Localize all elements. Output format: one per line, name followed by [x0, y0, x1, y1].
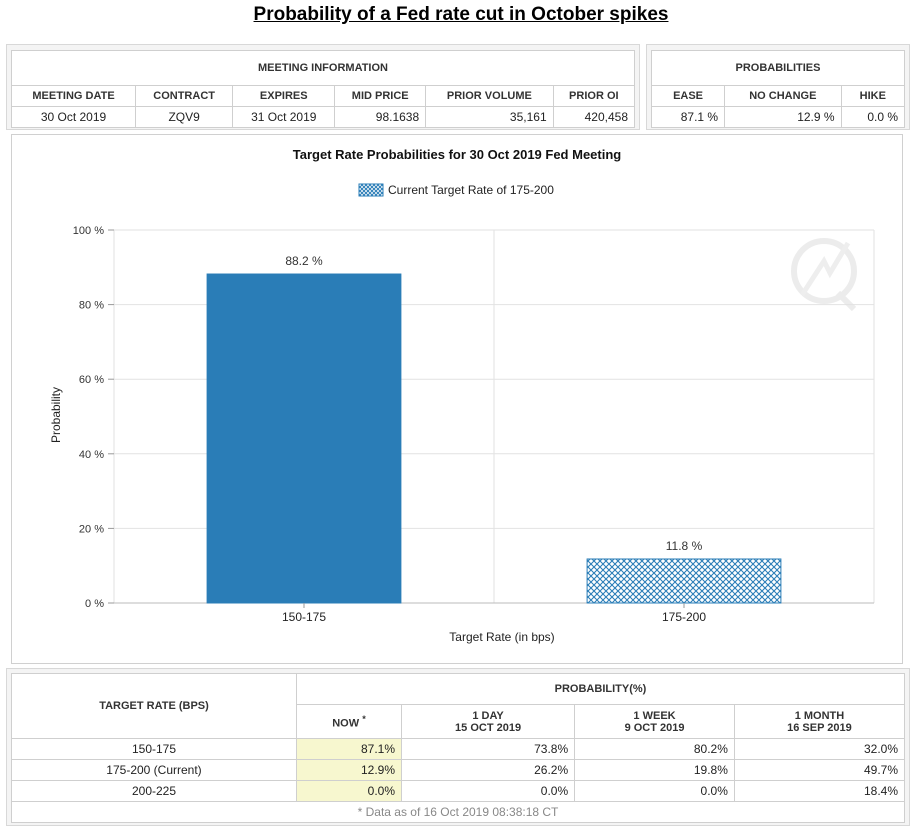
y-tick-label: 0 %: [85, 598, 104, 610]
one-week-value-cell: 0.0%: [574, 780, 735, 802]
meeting-info-title: MEETING INFORMATION: [11, 50, 635, 86]
ease-value: 87.1 %: [650, 106, 726, 128]
column-1-week-label: 1 WEEK: [633, 709, 676, 722]
bar-150-175[interactable]: [206, 273, 402, 604]
column-1-month-label: 1 MONTH: [794, 709, 845, 722]
rate-cell: 200-225: [11, 780, 297, 802]
x-axis-label: Target Rate (in bps): [449, 630, 554, 644]
header-no-change: NO CHANGE: [724, 85, 842, 107]
contract-value: ZQV9: [135, 106, 234, 128]
y-tick-label: 100 %: [73, 225, 104, 237]
probabilities-table: PROBABILITIES EASE NO CHANGE HIKE 87.1 %…: [650, 50, 906, 128]
rate-cell: 175-200 (Current): [11, 759, 297, 781]
column-1-day-label: 1 DAY: [472, 709, 504, 722]
chart-title: Target Rate Probabilities for 30 Oct 201…: [293, 147, 622, 162]
prior-oi-value: 420,458: [552, 106, 636, 128]
cme-logo-watermark-icon: [791, 238, 857, 312]
y-axis-label: Probability: [49, 387, 63, 443]
table-row: 200-225 0.0% 0.0% 0.0% 18.4%: [11, 780, 906, 802]
mid-price-value: 98.1638: [334, 106, 427, 128]
data-timestamp-footnote: * Data as of 16 Oct 2019 08:38:18 CT: [11, 801, 905, 823]
header-prior-oi: PRIOR OI: [552, 85, 636, 107]
now-value-cell: 87.1%: [296, 738, 402, 760]
header-hike: HIKE: [840, 85, 906, 107]
probabilities-panel: PROBABILITIES EASE NO CHANGE HIKE 87.1 %…: [646, 44, 910, 130]
column-1-day-date: 15 OCT 2019: [455, 721, 522, 734]
column-1-week: 1 WEEK 9 OCT 2019: [574, 704, 735, 739]
y-axis-ticks: 0 % 20 % 40 % 60 % 80 % 100 %: [73, 225, 114, 610]
header-ease: EASE: [650, 85, 726, 107]
page-title: Probability of a Fed rate cut in October…: [253, 4, 669, 25]
x-tick-label: 175-200: [662, 610, 706, 624]
column-1-week-date: 9 OCT 2019: [624, 721, 685, 734]
prior-volume-value: 35,161: [425, 106, 554, 128]
meeting-date-value: 30 Oct 2019: [10, 106, 137, 128]
now-value-cell: 0.0%: [296, 780, 402, 802]
legend-swatch: [358, 183, 384, 197]
x-tick-label: 150-175: [282, 610, 326, 624]
meeting-info-table: MEETING INFORMATION MEETING DATE CONTRAC…: [10, 50, 636, 128]
chart-legend[interactable]: Current Target Rate of 175-200: [358, 183, 554, 197]
bar-data-label: 11.8 %: [666, 539, 703, 553]
one-week-value-cell: 19.8%: [574, 759, 735, 781]
expires-value: 31 Oct 2019: [232, 106, 336, 128]
one-day-value-cell: 73.8%: [400, 738, 576, 760]
y-tick-label: 60 %: [79, 374, 104, 386]
one-month-value-cell: 32.0%: [733, 738, 906, 760]
probability-history-table: TARGET RATE (BPS) PROBABILITY(%) NOW * 1…: [11, 672, 906, 823]
one-day-value-cell: 0.0%: [400, 780, 576, 802]
one-month-value-cell: 18.4%: [733, 780, 906, 802]
one-day-value-cell: 26.2%: [400, 759, 576, 781]
column-1-month-date: 16 SEP 2019: [787, 721, 852, 734]
column-now-marker: *: [362, 713, 366, 724]
meeting-info-panel: MEETING INFORMATION MEETING DATE CONTRAC…: [6, 44, 640, 130]
chart-container: Target Rate Probabilities for 30 Oct 201…: [11, 134, 903, 664]
header-prior-volume: PRIOR VOLUME: [425, 85, 554, 107]
one-week-value-cell: 80.2%: [574, 738, 735, 760]
probabilities-title: PROBABILITIES: [651, 50, 905, 86]
y-tick-label: 40 %: [79, 449, 104, 461]
bar-175-200[interactable]: [586, 558, 782, 604]
no-change-value: 12.9 %: [724, 106, 842, 128]
target-rate-chart: Target Rate Probabilities for 30 Oct 201…: [49, 147, 875, 644]
bar-data-label: 88.2 %: [285, 254, 323, 268]
y-tick-label: 80 %: [79, 300, 104, 312]
now-value-cell: 12.9%: [296, 759, 402, 781]
one-month-value-cell: 49.7%: [733, 759, 906, 781]
target-rate-header: TARGET RATE (BPS): [11, 673, 297, 739]
hike-value: 0.0 %: [840, 106, 906, 128]
column-now-label: NOW: [332, 717, 360, 730]
table-row: 150-175 87.1% 73.8% 80.2% 32.0%: [11, 738, 906, 760]
column-1-day: 1 DAY 15 OCT 2019: [400, 704, 576, 739]
legend-label: Current Target Rate of 175-200: [388, 183, 554, 197]
table-row: 175-200 (Current) 12.9% 26.2% 19.8% 49.7…: [11, 759, 906, 781]
header-meeting-date: MEETING DATE: [10, 85, 137, 107]
header-expires: EXPIRES: [232, 85, 336, 107]
y-tick-label: 20 %: [79, 523, 104, 535]
chart-bars: 88.2 % 11.8 %: [206, 254, 782, 604]
probability-history-panel: TARGET RATE (BPS) PROBABILITY(%) NOW * 1…: [6, 668, 910, 826]
column-now: NOW *: [296, 704, 402, 739]
column-1-month: 1 MONTH 16 SEP 2019: [733, 704, 906, 739]
x-axis-ticks: 150-175 175-200: [282, 603, 706, 624]
header-contract: CONTRACT: [135, 85, 234, 107]
rate-cell: 150-175: [11, 738, 297, 760]
header-mid-price: MID PRICE: [334, 85, 427, 107]
probability-header: PROBABILITY(%): [296, 672, 905, 706]
